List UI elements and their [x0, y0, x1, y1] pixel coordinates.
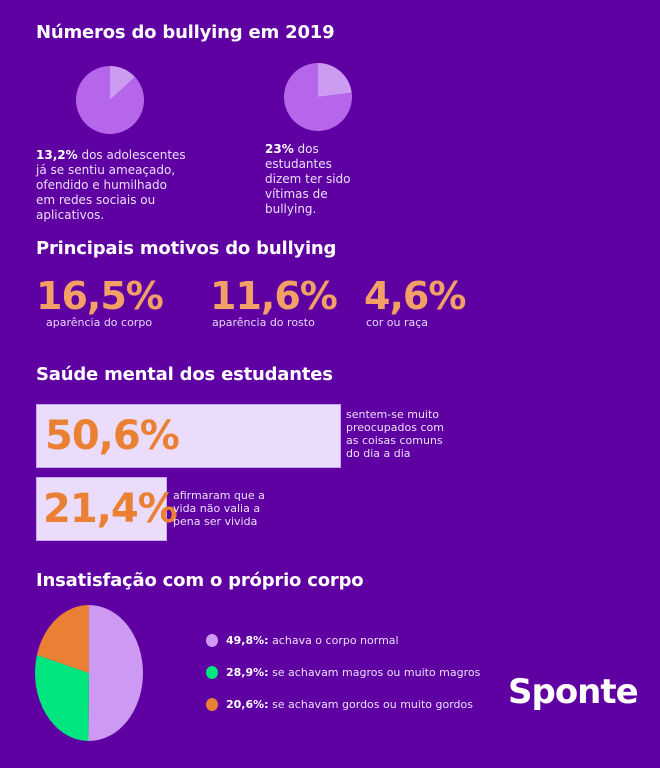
reason-value: 4,6% [364, 274, 466, 318]
reason-body: 16,5% aparência do corpo [36, 274, 164, 329]
pie-slice [35, 655, 89, 741]
legend-text: 49,8%: achava o corpo normal [226, 634, 399, 647]
reason-value: 16,5% [36, 274, 164, 318]
legend-dot-icon [206, 634, 218, 647]
reason-face: 11,6% aparência do rosto [210, 274, 338, 329]
pie-chart-body [35, 605, 144, 741]
legend-dot-icon [206, 698, 218, 711]
legend-item: 20,6%: se achavam gordos ou muito gordos [206, 698, 473, 711]
stat-box-life: 21,4% [36, 477, 178, 541]
reason-value: 11,6% [210, 274, 338, 318]
section-title-body: Insatisfação com o próprio corpo [36, 570, 364, 591]
pie-chart-adolescents [76, 66, 144, 134]
stat-value: 50,6% [45, 413, 180, 459]
pie-slice [318, 63, 352, 97]
stat-box-worried: 50,6% [36, 404, 341, 468]
stat-text: dos estudantes dizem ter sido vítimas de… [265, 142, 351, 216]
reason-label: cor ou raça [366, 316, 429, 329]
section-title-reasons: Principais motivos do bullying [36, 238, 337, 259]
stat-students: 23% dos estudantes dizem ter sido vítima… [265, 142, 355, 217]
stat-label: afirmaram que a vida não valia a pena se… [173, 489, 265, 528]
legend-text: 28,9%: se achavam magros ou muito magros [226, 666, 481, 679]
reason-label: aparência do rosto [212, 316, 315, 329]
stat-label: sentem-se muito preocupados com as coisa… [346, 408, 444, 460]
legend-item: 28,9%: se achavam magros ou muito magros [206, 666, 480, 679]
legend-text: 20,6%: se achavam gordos ou muito gordos [226, 698, 473, 711]
section-title-mental-health: Saúde mental dos estudantes [36, 364, 333, 385]
stat-value: 21,4% [43, 486, 178, 532]
reason-race: 4,6% cor ou raça [364, 274, 466, 329]
stat-text: dos adolescentes já se sentiu ameaçado, … [36, 148, 186, 222]
reason-label: aparência do corpo [46, 316, 153, 329]
pie-chart-students [284, 63, 352, 131]
legend-dot-icon [206, 666, 218, 679]
sponte-logo: Sponte [508, 672, 639, 712]
stat-value: 13,2% [36, 148, 78, 162]
pie-slice [284, 63, 352, 131]
pie-slice [76, 66, 144, 134]
stat-value: 23% [265, 142, 294, 156]
stat-adolescents: 13,2% dos adolescentes já se sentiu amea… [36, 148, 186, 223]
section-title-numbers: Números do bullying em 2019 [36, 22, 335, 43]
pie-slice [88, 605, 144, 741]
pie-slice [110, 66, 136, 100]
legend-item: 49,8%: achava o corpo normal [206, 634, 399, 647]
pie-slice [36, 605, 89, 673]
